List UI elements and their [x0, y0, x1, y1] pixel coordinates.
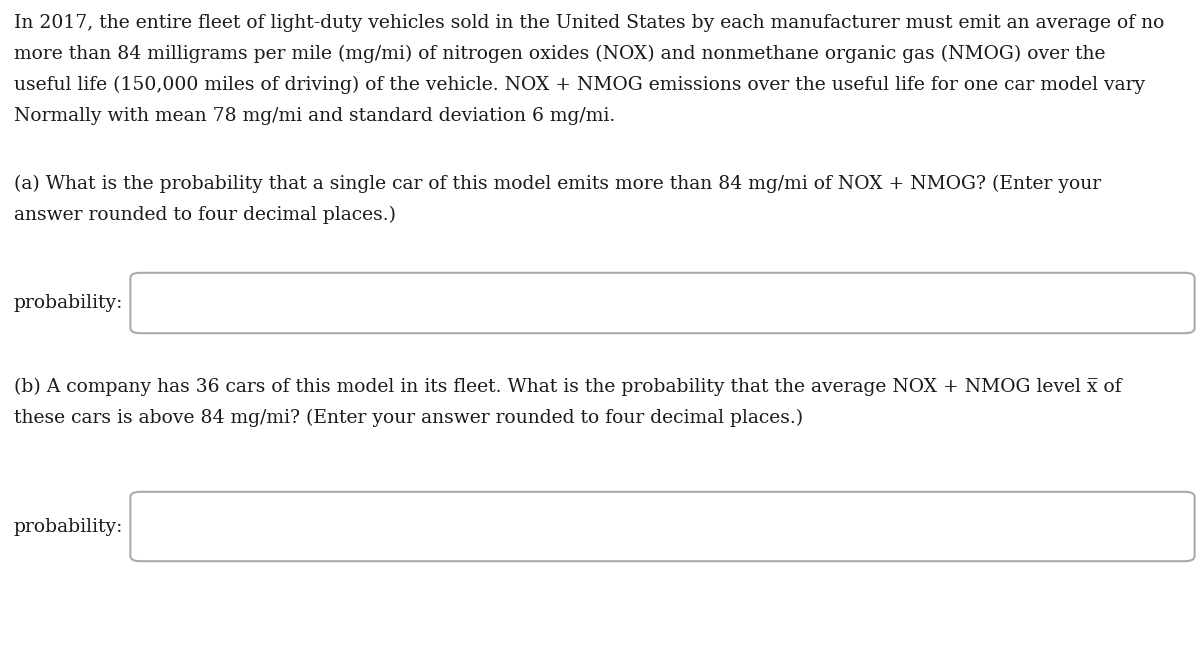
Text: more than 84 milligrams per mile (mg/mi) of nitrogen oxides (NOX) and nonmethane: more than 84 milligrams per mile (mg/mi)… [14, 45, 1105, 63]
Text: these cars is above 84 mg/mi? (Enter your answer rounded to four decimal places.: these cars is above 84 mg/mi? (Enter you… [14, 409, 803, 427]
Text: In 2017, the entire fleet of light-duty vehicles sold in the United States by ea: In 2017, the entire fleet of light-duty … [14, 14, 1164, 32]
Text: (a) What is the probability that a single car of this model emits more than 84 m: (a) What is the probability that a singl… [14, 175, 1102, 193]
Text: answer rounded to four decimal places.): answer rounded to four decimal places.) [14, 206, 396, 225]
Text: (b) A company has 36 cars of this model in its fleet. What is the probability th: (b) A company has 36 cars of this model … [14, 378, 1122, 397]
Text: useful life (150,000 miles of driving) of the vehicle. NOX + NMOG emissions over: useful life (150,000 miles of driving) o… [14, 76, 1145, 94]
Text: Normally with mean 78 mg/mi and standard deviation 6 mg/mi.: Normally with mean 78 mg/mi and standard… [14, 107, 616, 125]
Text: probability:: probability: [14, 294, 124, 312]
Text: probability:: probability: [14, 517, 124, 535]
